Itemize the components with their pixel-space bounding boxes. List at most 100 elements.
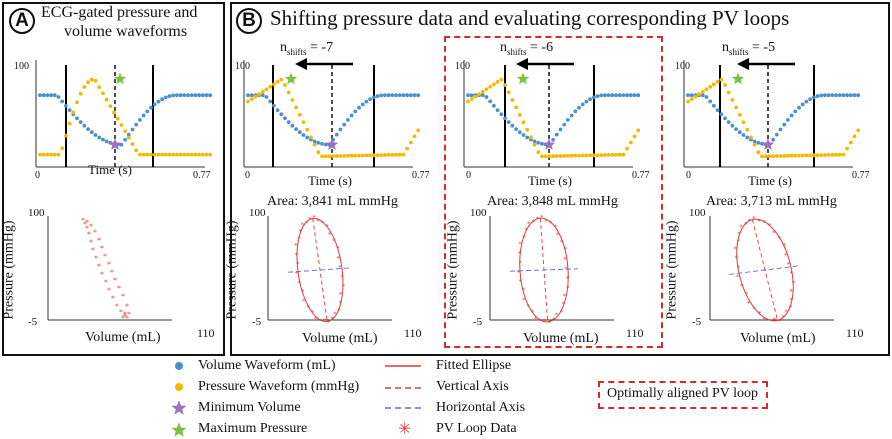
pv-b3-ymin: -5 [692, 316, 702, 328]
pressure-point [826, 153, 831, 157]
volume-point [134, 122, 139, 127]
pv-data-point: * [336, 255, 340, 263]
pressure-point [268, 84, 273, 89]
pressure-point [484, 87, 489, 92]
volume-point [525, 135, 530, 140]
shift-label-2: nshifts = -6 [500, 40, 554, 57]
volume-point [283, 116, 287, 121]
pressure-point [394, 152, 398, 157]
volume-point [397, 93, 402, 98]
pv-data-point: * [123, 310, 127, 319]
legend-vaxis-label: Vertical Axis [436, 379, 509, 394]
waveform-plot-shift-3 [683, 60, 861, 168]
pv-data-point: * [522, 234, 526, 242]
volume-point [752, 139, 757, 144]
pressure-point [52, 152, 57, 157]
panel-b-title: Shifting pressure data and evaluating co… [270, 6, 790, 30]
volume-point [200, 93, 205, 98]
pv-data-point: * [789, 304, 793, 312]
pressure-point [342, 154, 347, 158]
pressure-point [349, 153, 354, 158]
shift-arrow-3 [737, 58, 795, 70]
pv-data-point: * [297, 280, 301, 288]
pv-data-point: * [121, 314, 125, 323]
pv-data-point: * [734, 255, 738, 263]
wave-a-ymax: 100 [14, 61, 29, 72]
pressure-point [693, 94, 698, 99]
volume-point [625, 93, 629, 98]
volume-point [149, 105, 153, 110]
pressure-point [632, 134, 637, 139]
pressure-point [64, 133, 68, 138]
volume-point [101, 137, 105, 142]
pressure-point [686, 99, 690, 104]
volume-point [383, 93, 387, 98]
volume-point [689, 93, 694, 98]
pressure-point [175, 152, 179, 157]
pressure-point [186, 152, 190, 157]
pv-data-point: * [518, 250, 522, 258]
volume-point [712, 103, 716, 108]
max-pressure-star-icon [516, 72, 530, 85]
pressure-point [760, 154, 764, 159]
pressure-point [617, 152, 622, 157]
volume-point [52, 93, 57, 98]
pressure-point [257, 92, 261, 97]
pv-data-point: * [790, 296, 794, 304]
pressure-point [412, 134, 417, 139]
volume-point [503, 116, 507, 121]
pressure-point [723, 83, 727, 87]
pressure-point [104, 97, 109, 102]
pressure-point [253, 94, 258, 99]
pressure-point [208, 152, 213, 157]
volume-point [353, 109, 358, 114]
pv-data-point: * [301, 288, 305, 296]
pressure-point [591, 153, 596, 158]
pv-data-point: * [321, 220, 325, 228]
pressure-point [708, 84, 713, 89]
volume-point [401, 93, 406, 98]
pv-data-point: * [555, 312, 559, 320]
pv-data-point: * [526, 303, 530, 311]
volume-point [719, 112, 724, 117]
pv-data-point: * [121, 292, 125, 301]
pressure-point [584, 153, 589, 158]
min-volume-star-icon [761, 138, 775, 150]
min-volume-star-icon [542, 138, 556, 150]
pressure-point [845, 146, 849, 151]
pressure-point [529, 135, 533, 140]
pv-data-point: * [782, 314, 786, 322]
pv-data-point: * [85, 224, 89, 233]
pressure-point [41, 152, 46, 157]
volume-point [49, 93, 53, 98]
min-volume-star-icon [325, 138, 339, 150]
pv-data-point: * [107, 286, 111, 295]
pressure-point [305, 127, 310, 132]
pressure-point [599, 153, 604, 157]
pressure-point [368, 153, 372, 158]
pressure-point [123, 129, 127, 134]
pressure-point [540, 154, 544, 159]
pressure-point [383, 153, 387, 157]
pv-data-point: * [556, 232, 560, 240]
pressure-point [89, 77, 94, 82]
volume-point [577, 105, 581, 110]
pressure-point [580, 153, 585, 158]
panel-a-badge: A [9, 8, 35, 34]
wave-a-xmax: 0.77 [193, 170, 211, 181]
waveform-plot-a [35, 60, 213, 168]
pv-data-point: * [552, 316, 556, 324]
pressure-point [312, 142, 317, 147]
volume-point [636, 93, 641, 98]
waveform-plot-shift-1 [243, 60, 421, 168]
pressure-point [689, 97, 694, 101]
pressure-point [778, 154, 783, 158]
pressure-point [294, 105, 298, 110]
volume-point [167, 94, 172, 98]
pressure-point [495, 80, 500, 84]
volume-point [580, 102, 585, 107]
pressure-point [786, 153, 790, 158]
pv-data-point: * [522, 287, 526, 295]
volume-point [632, 93, 637, 98]
legend-ellipse-line [385, 365, 421, 367]
